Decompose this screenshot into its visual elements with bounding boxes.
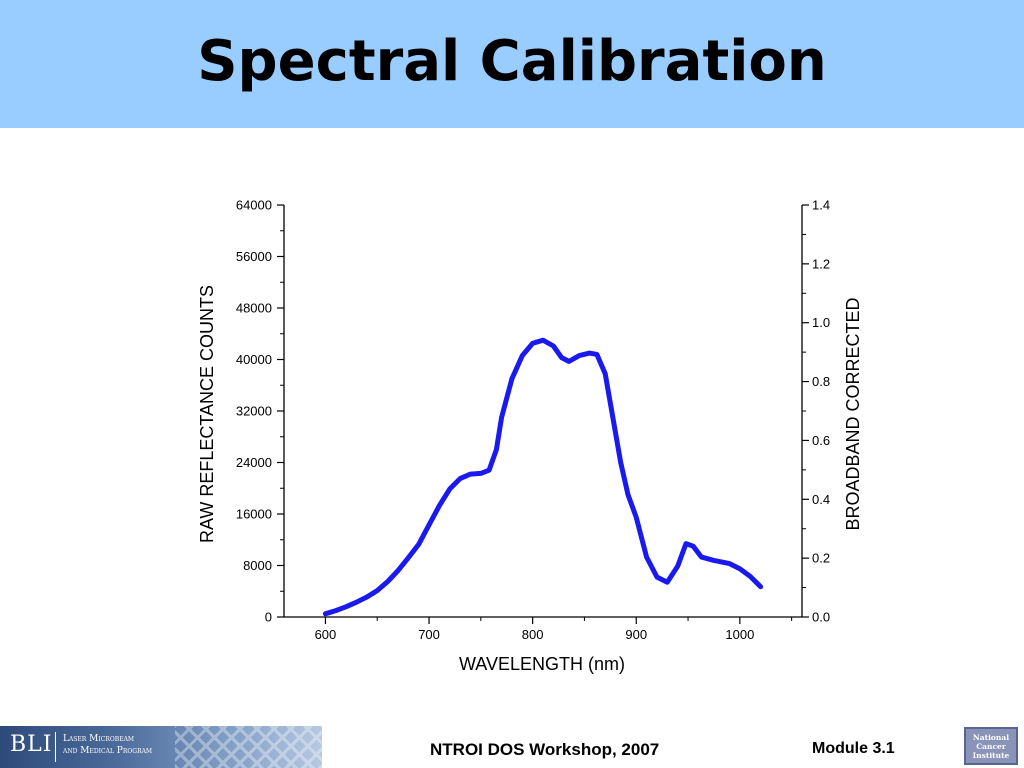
x-tick-label: 800	[522, 627, 544, 642]
left-y-tick-label: 56000	[236, 249, 272, 264]
footer-workshop: NTROI DOS Workshop, 2007	[430, 740, 660, 759]
right-y-tick-label: 1.0	[812, 315, 830, 330]
axes	[283, 205, 803, 618]
x-axis-label: WAVELENGTH (nm)	[459, 654, 625, 674]
left-y-tick-label: 40000	[236, 352, 272, 367]
right-y-axis-label: BROADBAND CORRECTED	[843, 297, 863, 530]
left-y-tick-label: 8000	[243, 558, 272, 573]
bli-logo-pattern	[175, 726, 322, 768]
left-y-tick-label: 16000	[236, 507, 272, 522]
right-y-tick-label: 0.8	[812, 374, 830, 389]
left-y-tick-label: 32000	[236, 404, 272, 419]
bli-logo: BLI Laser Microbeam and Medical Program	[0, 726, 322, 768]
right-y-tick-label: 1.4	[812, 198, 830, 213]
x-tick-label: 700	[418, 627, 440, 642]
x-tick-label: 600	[315, 627, 337, 642]
bli-logo-divider	[55, 732, 56, 762]
left-y-axis-label: RAW REFLECTANCE COUNTS	[197, 285, 217, 543]
x-tick-label: 1000	[725, 627, 754, 642]
nci-logo-text: National Cancer Institute	[972, 732, 1010, 760]
title-band: Spectral Calibration	[0, 0, 1024, 128]
footer-module: Module 3.1	[812, 740, 895, 757]
right-y-tick-label: 0.0	[812, 610, 830, 625]
spectral-chart: 600 700 800 900 1000 0 8000 16000 24000 32000 4000…	[197, 198, 863, 675]
right-y-tick-label: 1.2	[812, 256, 830, 271]
left-y-tick-label: 0	[265, 610, 272, 625]
nci-logo: National Cancer Institute	[964, 727, 1018, 765]
slide-title: Spectral Calibration	[197, 28, 827, 94]
right-y-tick-label: 0.2	[812, 551, 830, 566]
left-y-tick-label: 24000	[236, 455, 272, 470]
ticks: 600 700 800 900 1000 0 8000 16000 24000 32000 4000…	[236, 198, 830, 643]
series-layer	[322, 337, 764, 617]
series-line-1	[322, 337, 764, 617]
left-y-tick-label: 64000	[236, 198, 272, 213]
bli-logo-mark: BLI	[10, 732, 53, 757]
bli-logo-subtitle: Laser Microbeam and Medical Program	[63, 734, 153, 756]
x-tick-label: 900	[625, 627, 647, 642]
left-y-tick-label: 48000	[236, 301, 272, 316]
right-y-tick-label: 0.6	[812, 433, 830, 448]
right-y-tick-label: 0.4	[812, 492, 830, 507]
